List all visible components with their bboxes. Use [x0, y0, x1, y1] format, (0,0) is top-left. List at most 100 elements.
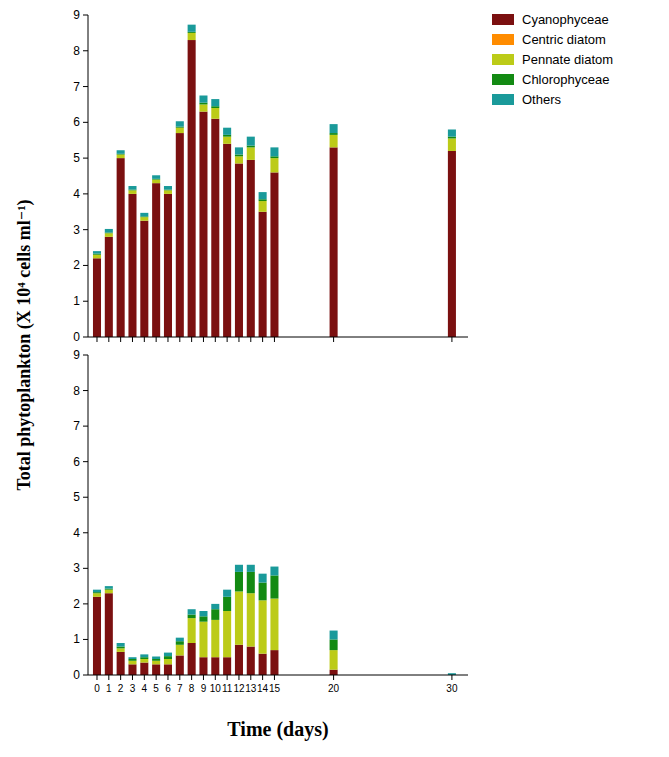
- x-tick: [120, 337, 121, 342]
- x-tick-label: 3: [130, 683, 136, 694]
- bar-segment: [247, 147, 255, 160]
- bar-segment: [105, 589, 113, 590]
- bar-segment: [235, 572, 243, 592]
- bar-segment: [105, 593, 113, 675]
- bar-segment: [448, 129, 456, 136]
- x-tick: [96, 675, 97, 680]
- bar-segment: [188, 25, 196, 32]
- x-tick-label: 12: [233, 683, 245, 694]
- y-tick: [83, 390, 88, 391]
- bar-segment: [176, 128, 184, 133]
- bar-segment: [247, 146, 255, 148]
- bar-segment: [270, 567, 278, 576]
- bar-segment: [117, 150, 125, 154]
- bar-segment: [176, 655, 184, 675]
- bar-segment: [176, 645, 184, 656]
- bar-segment: [330, 650, 338, 670]
- y-tick-label: 1: [73, 294, 80, 308]
- x-tick: [333, 337, 334, 342]
- bar-segment: [140, 213, 148, 217]
- bar-segment: [270, 156, 278, 158]
- bar-segment: [211, 657, 219, 675]
- bar-segment: [164, 659, 172, 664]
- y-tick-label: 2: [73, 258, 80, 272]
- x-tick: [250, 337, 251, 342]
- x-tick: [156, 675, 157, 680]
- x-tick: [238, 675, 239, 680]
- x-tick-label: 30: [446, 683, 458, 694]
- bar-segment: [188, 618, 196, 643]
- bar-segment: [105, 229, 113, 233]
- y-tick: [83, 461, 88, 462]
- x-tick: [227, 675, 228, 680]
- bar-segment: [270, 650, 278, 675]
- legend-label: Pennate diatom: [522, 52, 613, 67]
- x-tick: [333, 675, 334, 680]
- bar-segment: [211, 609, 219, 620]
- x-tick-label: 14: [257, 683, 269, 694]
- bar-segment: [128, 190, 136, 194]
- y-tick-label: 9: [73, 8, 80, 22]
- bar-segment: [152, 659, 160, 661]
- bar-segment: [211, 604, 219, 609]
- bar-segment: [223, 128, 231, 135]
- x-tick: [144, 675, 145, 680]
- bar-segment: [140, 654, 148, 657]
- bar-segment: [330, 639, 338, 650]
- bar-segment: [199, 96, 207, 103]
- bar-segment: [105, 586, 113, 588]
- x-tick: [179, 675, 180, 680]
- x-tick: [108, 337, 109, 342]
- bar-segment: [117, 648, 125, 652]
- y-tick-label: 3: [73, 223, 80, 237]
- bar-segment: [259, 600, 267, 653]
- y-tick: [83, 532, 88, 533]
- bar-segment: [259, 574, 267, 583]
- legend-swatch: [492, 94, 514, 105]
- bar-segment: [117, 652, 125, 675]
- bar-segment: [188, 33, 196, 40]
- y-axis: [88, 15, 89, 337]
- x-tick: [191, 675, 192, 680]
- bar-segment: [235, 147, 243, 154]
- y-tick: [83, 15, 88, 16]
- x-tick: [238, 337, 239, 342]
- bar-segment: [223, 135, 231, 137]
- bar-segment: [448, 137, 456, 139]
- bar-segment: [128, 664, 136, 675]
- bar-segment: [211, 108, 219, 119]
- y-tick: [83, 158, 88, 159]
- bar-segment: [259, 199, 267, 201]
- bar-segment: [93, 597, 101, 675]
- bar-segment: [188, 615, 196, 619]
- bar-segment: [140, 657, 148, 659]
- y-tick-label: 2: [73, 597, 80, 611]
- bar-segment: [211, 106, 219, 108]
- bar-segment: [330, 135, 338, 148]
- bar-segment: [105, 590, 113, 594]
- x-tick: [132, 675, 133, 680]
- bar-segment: [188, 40, 196, 337]
- bar-segment: [164, 656, 172, 659]
- bar-segment: [199, 103, 207, 105]
- x-tick-label: 9: [201, 683, 207, 694]
- bar-segment: [448, 138, 456, 151]
- y-tick-label: 0: [73, 330, 80, 344]
- x-tick: [262, 337, 263, 342]
- legend-swatch: [492, 54, 514, 65]
- legend-swatch: [492, 14, 514, 25]
- x-tick: [132, 337, 133, 342]
- y-tick: [83, 265, 88, 266]
- bar-segment: [152, 180, 160, 184]
- y-tick: [83, 426, 88, 427]
- legend-label: Chlorophyceae: [522, 72, 609, 87]
- bar-segment: [199, 611, 207, 616]
- bar-segment: [223, 137, 231, 144]
- y-tick-label: 1: [73, 632, 80, 646]
- bar-segment: [448, 151, 456, 337]
- x-tick-label: 11: [222, 683, 233, 694]
- y-tick: [83, 675, 88, 676]
- x-tick: [96, 337, 97, 342]
- x-tick: [144, 337, 145, 342]
- bar-segment: [152, 664, 160, 675]
